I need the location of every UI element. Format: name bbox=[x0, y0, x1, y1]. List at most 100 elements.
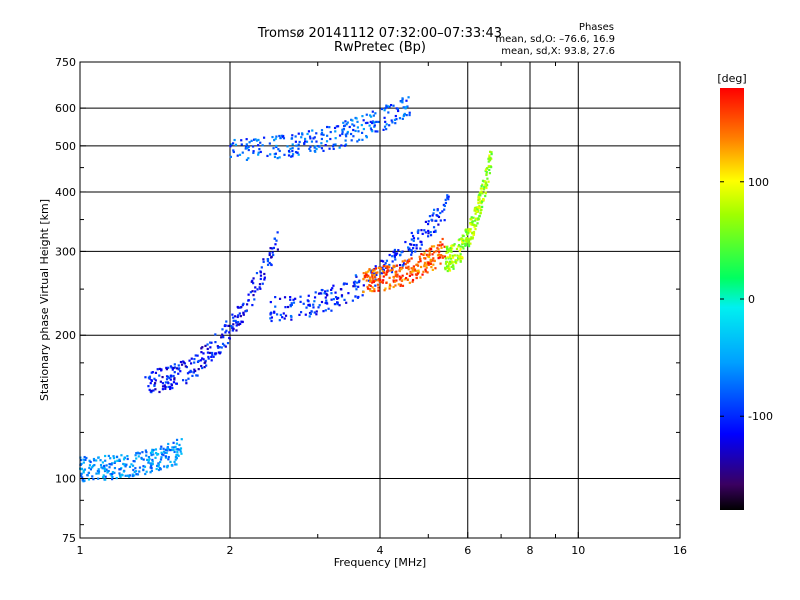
data-point bbox=[401, 260, 404, 263]
data-point bbox=[255, 271, 259, 275]
data-point bbox=[145, 451, 148, 454]
data-point bbox=[399, 276, 402, 279]
data-point bbox=[388, 124, 391, 127]
data-point bbox=[439, 244, 443, 247]
data-point bbox=[320, 288, 323, 292]
data-point bbox=[447, 195, 450, 198]
data-point bbox=[179, 370, 182, 373]
data-point bbox=[478, 215, 481, 218]
data-point bbox=[190, 362, 193, 365]
data-point bbox=[97, 472, 100, 475]
data-point bbox=[300, 132, 304, 135]
data-point bbox=[210, 355, 213, 359]
data-point bbox=[405, 99, 408, 102]
data-point bbox=[92, 478, 95, 481]
data-point bbox=[371, 281, 374, 284]
data-point bbox=[335, 125, 338, 128]
data-point bbox=[469, 238, 472, 241]
data-point bbox=[134, 467, 137, 470]
data-point bbox=[220, 346, 223, 349]
data-point bbox=[444, 257, 447, 260]
data-point bbox=[309, 312, 312, 316]
data-point bbox=[488, 154, 491, 157]
data-point bbox=[389, 269, 393, 272]
data-point bbox=[268, 261, 271, 265]
data-point bbox=[371, 130, 374, 133]
data-point bbox=[202, 352, 205, 355]
data-point bbox=[404, 263, 407, 266]
data-point bbox=[362, 272, 365, 275]
data-point bbox=[145, 470, 148, 473]
data-point bbox=[144, 449, 147, 452]
data-point bbox=[427, 254, 430, 257]
data-point bbox=[341, 132, 344, 136]
data-point bbox=[292, 301, 296, 304]
data-point bbox=[410, 243, 413, 246]
data-point bbox=[422, 270, 425, 273]
data-point bbox=[368, 124, 371, 127]
data-point bbox=[428, 251, 431, 254]
data-point bbox=[151, 448, 154, 451]
data-point bbox=[225, 329, 228, 332]
data-point bbox=[460, 237, 463, 241]
data-point bbox=[423, 229, 426, 232]
data-point bbox=[147, 385, 150, 388]
data-point bbox=[407, 248, 410, 251]
data-point bbox=[388, 285, 391, 288]
data-point bbox=[254, 290, 257, 293]
data-point bbox=[112, 455, 115, 458]
data-point bbox=[275, 313, 279, 316]
data-point bbox=[362, 127, 365, 131]
data-point bbox=[81, 476, 84, 479]
data-point bbox=[252, 151, 255, 155]
data-point bbox=[79, 463, 83, 466]
data-point bbox=[333, 126, 337, 130]
data-point bbox=[344, 139, 347, 142]
data-point bbox=[137, 452, 140, 455]
data-point bbox=[273, 139, 276, 142]
data-point bbox=[153, 384, 156, 387]
data-point bbox=[482, 179, 485, 183]
data-point bbox=[465, 233, 469, 236]
data-point bbox=[440, 246, 443, 249]
data-point bbox=[235, 324, 238, 327]
data-point bbox=[424, 220, 428, 224]
phases-heading: Phases bbox=[578, 22, 614, 33]
data-point bbox=[369, 284, 372, 287]
data-point bbox=[395, 264, 399, 267]
data-point bbox=[356, 120, 359, 123]
data-point bbox=[474, 219, 477, 222]
data-point bbox=[409, 243, 412, 246]
data-point bbox=[299, 300, 302, 303]
data-point bbox=[429, 261, 432, 264]
data-point bbox=[273, 153, 276, 156]
data-point bbox=[400, 251, 403, 254]
data-point bbox=[165, 375, 169, 378]
data-point bbox=[245, 138, 248, 141]
data-point bbox=[391, 268, 394, 271]
data-point bbox=[421, 232, 424, 235]
data-point bbox=[159, 460, 162, 464]
data-point bbox=[175, 382, 178, 385]
data-point bbox=[97, 456, 100, 459]
data-point bbox=[369, 279, 372, 282]
data-point bbox=[164, 387, 167, 390]
data-point bbox=[269, 247, 272, 250]
data-point bbox=[447, 268, 451, 271]
data-point bbox=[96, 469, 99, 473]
data-point bbox=[344, 133, 347, 136]
data-point bbox=[294, 140, 297, 143]
data-point bbox=[344, 143, 348, 146]
data-point bbox=[469, 223, 472, 226]
y-tick-label: 200 bbox=[55, 329, 76, 342]
data-point bbox=[426, 263, 429, 266]
data-point bbox=[250, 139, 253, 142]
data-point bbox=[281, 316, 284, 319]
data-point bbox=[298, 313, 301, 316]
data-point bbox=[443, 204, 446, 208]
data-point bbox=[385, 259, 389, 262]
data-point bbox=[329, 130, 332, 134]
data-point bbox=[122, 470, 125, 473]
data-point bbox=[357, 285, 360, 288]
data-point bbox=[413, 269, 417, 272]
